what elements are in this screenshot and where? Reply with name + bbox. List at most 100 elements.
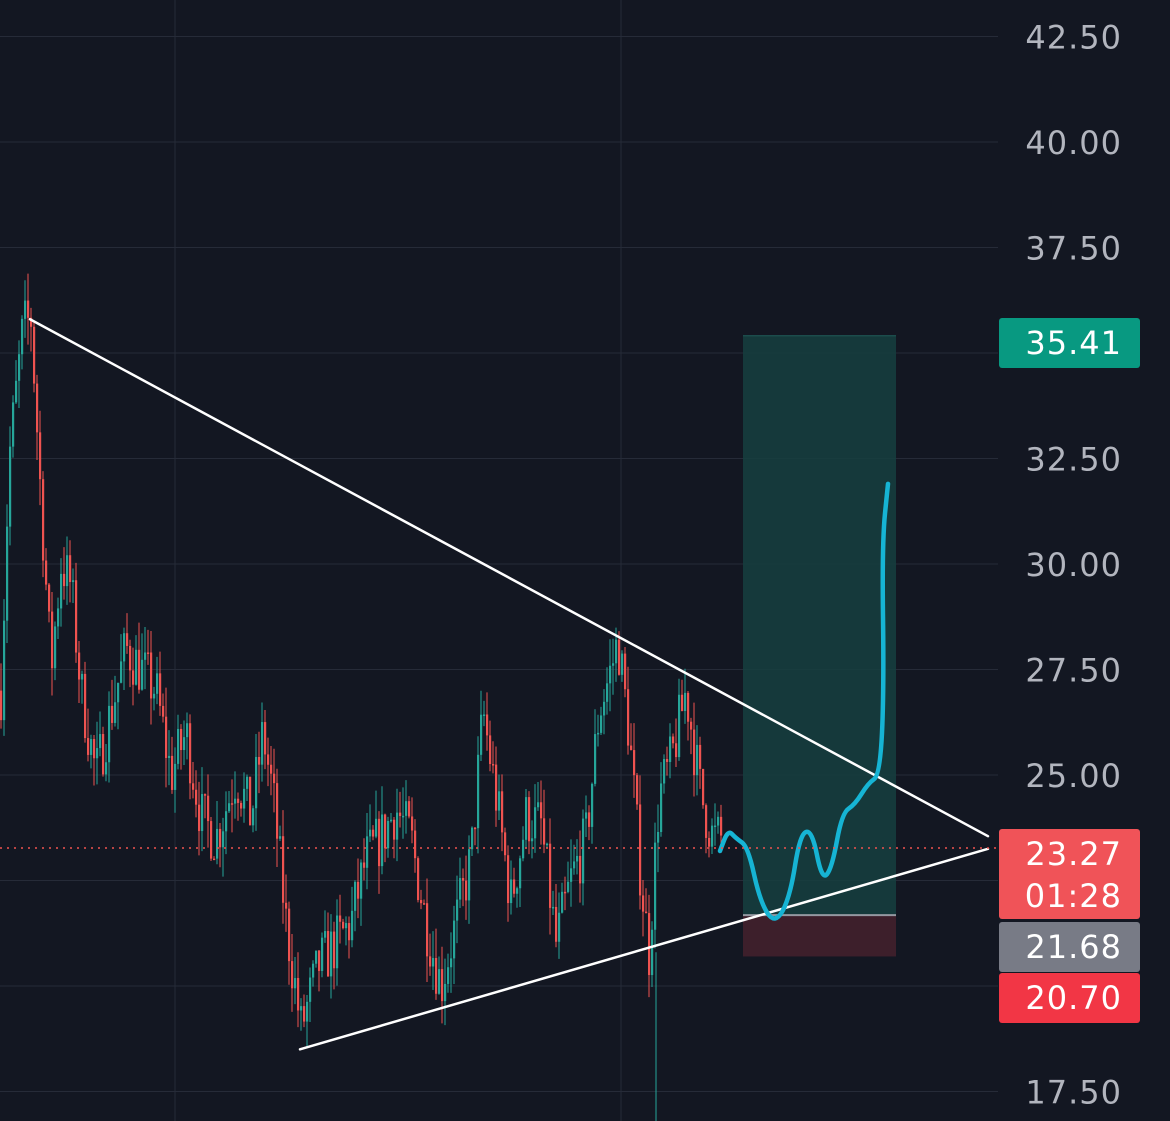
candle-body (9, 446, 12, 527)
candle-body (294, 978, 297, 989)
price-badge-value: 20.70 (1025, 979, 1122, 1017)
candle-body (99, 734, 102, 749)
candle-body (552, 906, 555, 909)
candle-body (165, 716, 168, 758)
candle-body (483, 714, 486, 717)
candle-body (3, 620, 6, 721)
candle-body (705, 805, 708, 838)
candle-body (534, 807, 537, 839)
candle-body (651, 929, 654, 976)
candle-body (564, 891, 567, 894)
y-tick-label: 27.50 (1025, 652, 1122, 690)
candle-body (513, 879, 516, 894)
candle-body (69, 555, 72, 583)
trendlines[interactable] (28, 317, 990, 1051)
candle-body (258, 756, 261, 765)
candle-body (627, 689, 630, 746)
candle-body (216, 828, 219, 859)
candle-body (411, 816, 414, 831)
candle-body (504, 832, 507, 856)
candle-body (147, 652, 150, 654)
candle-body (291, 961, 294, 989)
candle-body (402, 815, 405, 818)
candle-body (678, 694, 681, 758)
candle-body (687, 692, 690, 722)
candle-body (525, 797, 528, 840)
candle-body (183, 737, 186, 751)
candle-body (336, 915, 339, 969)
price-badge (999, 318, 1140, 368)
candle-body (273, 773, 276, 784)
candle-body (618, 639, 621, 675)
candle-body (63, 573, 66, 587)
candle-body (156, 673, 159, 694)
stop-zone[interactable] (743, 915, 896, 957)
candle-body (642, 895, 645, 912)
upper-trendline[interactable] (28, 317, 990, 838)
candle-body (546, 843, 549, 846)
candle-body (201, 794, 204, 832)
candle-body (159, 673, 162, 706)
candle-body (132, 670, 135, 685)
candle-body (45, 560, 48, 585)
candle-body (348, 923, 351, 941)
candle-body (108, 705, 111, 763)
candle-body (600, 715, 603, 733)
candle-body (204, 794, 207, 796)
candle-body (222, 831, 225, 848)
candle-body (432, 958, 435, 967)
candle-body (711, 825, 714, 847)
candle-body (486, 714, 489, 736)
candle-body (150, 652, 153, 699)
candle-body (426, 903, 429, 957)
price-axis[interactable]: 42.50 40.00 37.50 32.50 30.00 27.50 25.00 17.50 (1025, 19, 1122, 1112)
candle-body (123, 633, 126, 662)
candle-body (186, 723, 189, 738)
candle-body (243, 788, 246, 809)
candle-body (237, 798, 240, 803)
candle-body (720, 816, 723, 836)
candle-body (369, 829, 372, 837)
candle-body (192, 783, 195, 790)
candle-body (51, 611, 54, 669)
candle-body (465, 880, 468, 901)
candle-body (378, 818, 381, 867)
candle-body (225, 811, 228, 832)
candle-body (117, 682, 120, 703)
candle-body (54, 626, 57, 669)
projection-drawing[interactable] (717, 481, 891, 921)
candle-body (354, 881, 357, 911)
candle-body (579, 855, 582, 884)
candle-body (396, 812, 399, 840)
candle-body (288, 908, 291, 962)
candle-body (90, 739, 93, 755)
candle-body (81, 673, 84, 680)
candle-body (444, 983, 447, 1002)
candle-body (351, 910, 354, 941)
projection-path[interactable] (717, 481, 891, 921)
candle-body (48, 584, 51, 612)
lower-trendline[interactable] (298, 847, 990, 1051)
candlestick-series (0, 273, 723, 1121)
candle-body (489, 735, 492, 765)
candle-body (708, 837, 711, 847)
candle-body (531, 838, 534, 842)
candle-body (624, 653, 627, 690)
candle-body (447, 967, 450, 984)
candle-body (621, 653, 624, 675)
candle-body (360, 862, 363, 899)
candle-body (228, 803, 231, 812)
candle-body (135, 649, 138, 685)
candle-body (312, 963, 315, 978)
candle-body (30, 317, 33, 327)
position-zones[interactable] (743, 335, 896, 957)
target-zone[interactable] (743, 335, 896, 916)
candle-body (399, 812, 402, 817)
candle-body (333, 931, 336, 969)
candle-body (714, 825, 717, 828)
candle-body (690, 721, 693, 730)
candle-body (6, 526, 9, 621)
candle-body (684, 692, 687, 711)
